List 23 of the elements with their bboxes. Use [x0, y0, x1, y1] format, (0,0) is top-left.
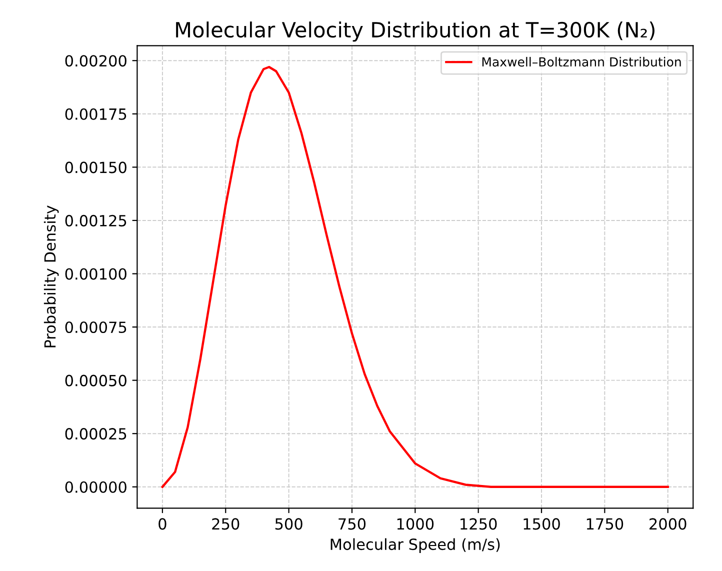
y-tick-label: 0.00150	[65, 162, 126, 174]
x-tick-label: 250	[212, 518, 240, 530]
legend-label: Maxwell–Boltzmann Distribution	[482, 56, 681, 67]
y-axis-title: Probability Density	[44, 206, 59, 348]
x-axis-title: Molecular Speed (m/s)	[330, 538, 500, 554]
y-tick-label: 0.00025	[65, 428, 126, 440]
x-tick-label: 750	[338, 518, 366, 530]
x-tick-label: 2000	[650, 518, 686, 530]
y-tick-label: 0.00100	[65, 268, 126, 280]
x-tick-label: 1250	[460, 518, 497, 530]
y-tick-label: 0.00200	[65, 55, 126, 67]
x-tick-label: 1750	[586, 518, 624, 530]
chart-title: Molecular Velocity Distribution at T=300K (N₂)	[176, 22, 654, 42]
y-tick-label: 0.00125	[65, 214, 126, 226]
y-tick-label: 0.00175	[65, 108, 126, 120]
x-tick-label: 1500	[524, 518, 560, 530]
y-tick-label: 0.00000	[65, 481, 126, 493]
x-tick-label: 1000	[397, 518, 434, 530]
x-tick-label: 0	[158, 518, 166, 530]
x-tick-label: 500	[275, 518, 302, 530]
y-tick-label: 0.00050	[65, 374, 126, 386]
y-tick-label: 0.00075	[65, 321, 126, 334]
line-series	[161, 66, 669, 488]
